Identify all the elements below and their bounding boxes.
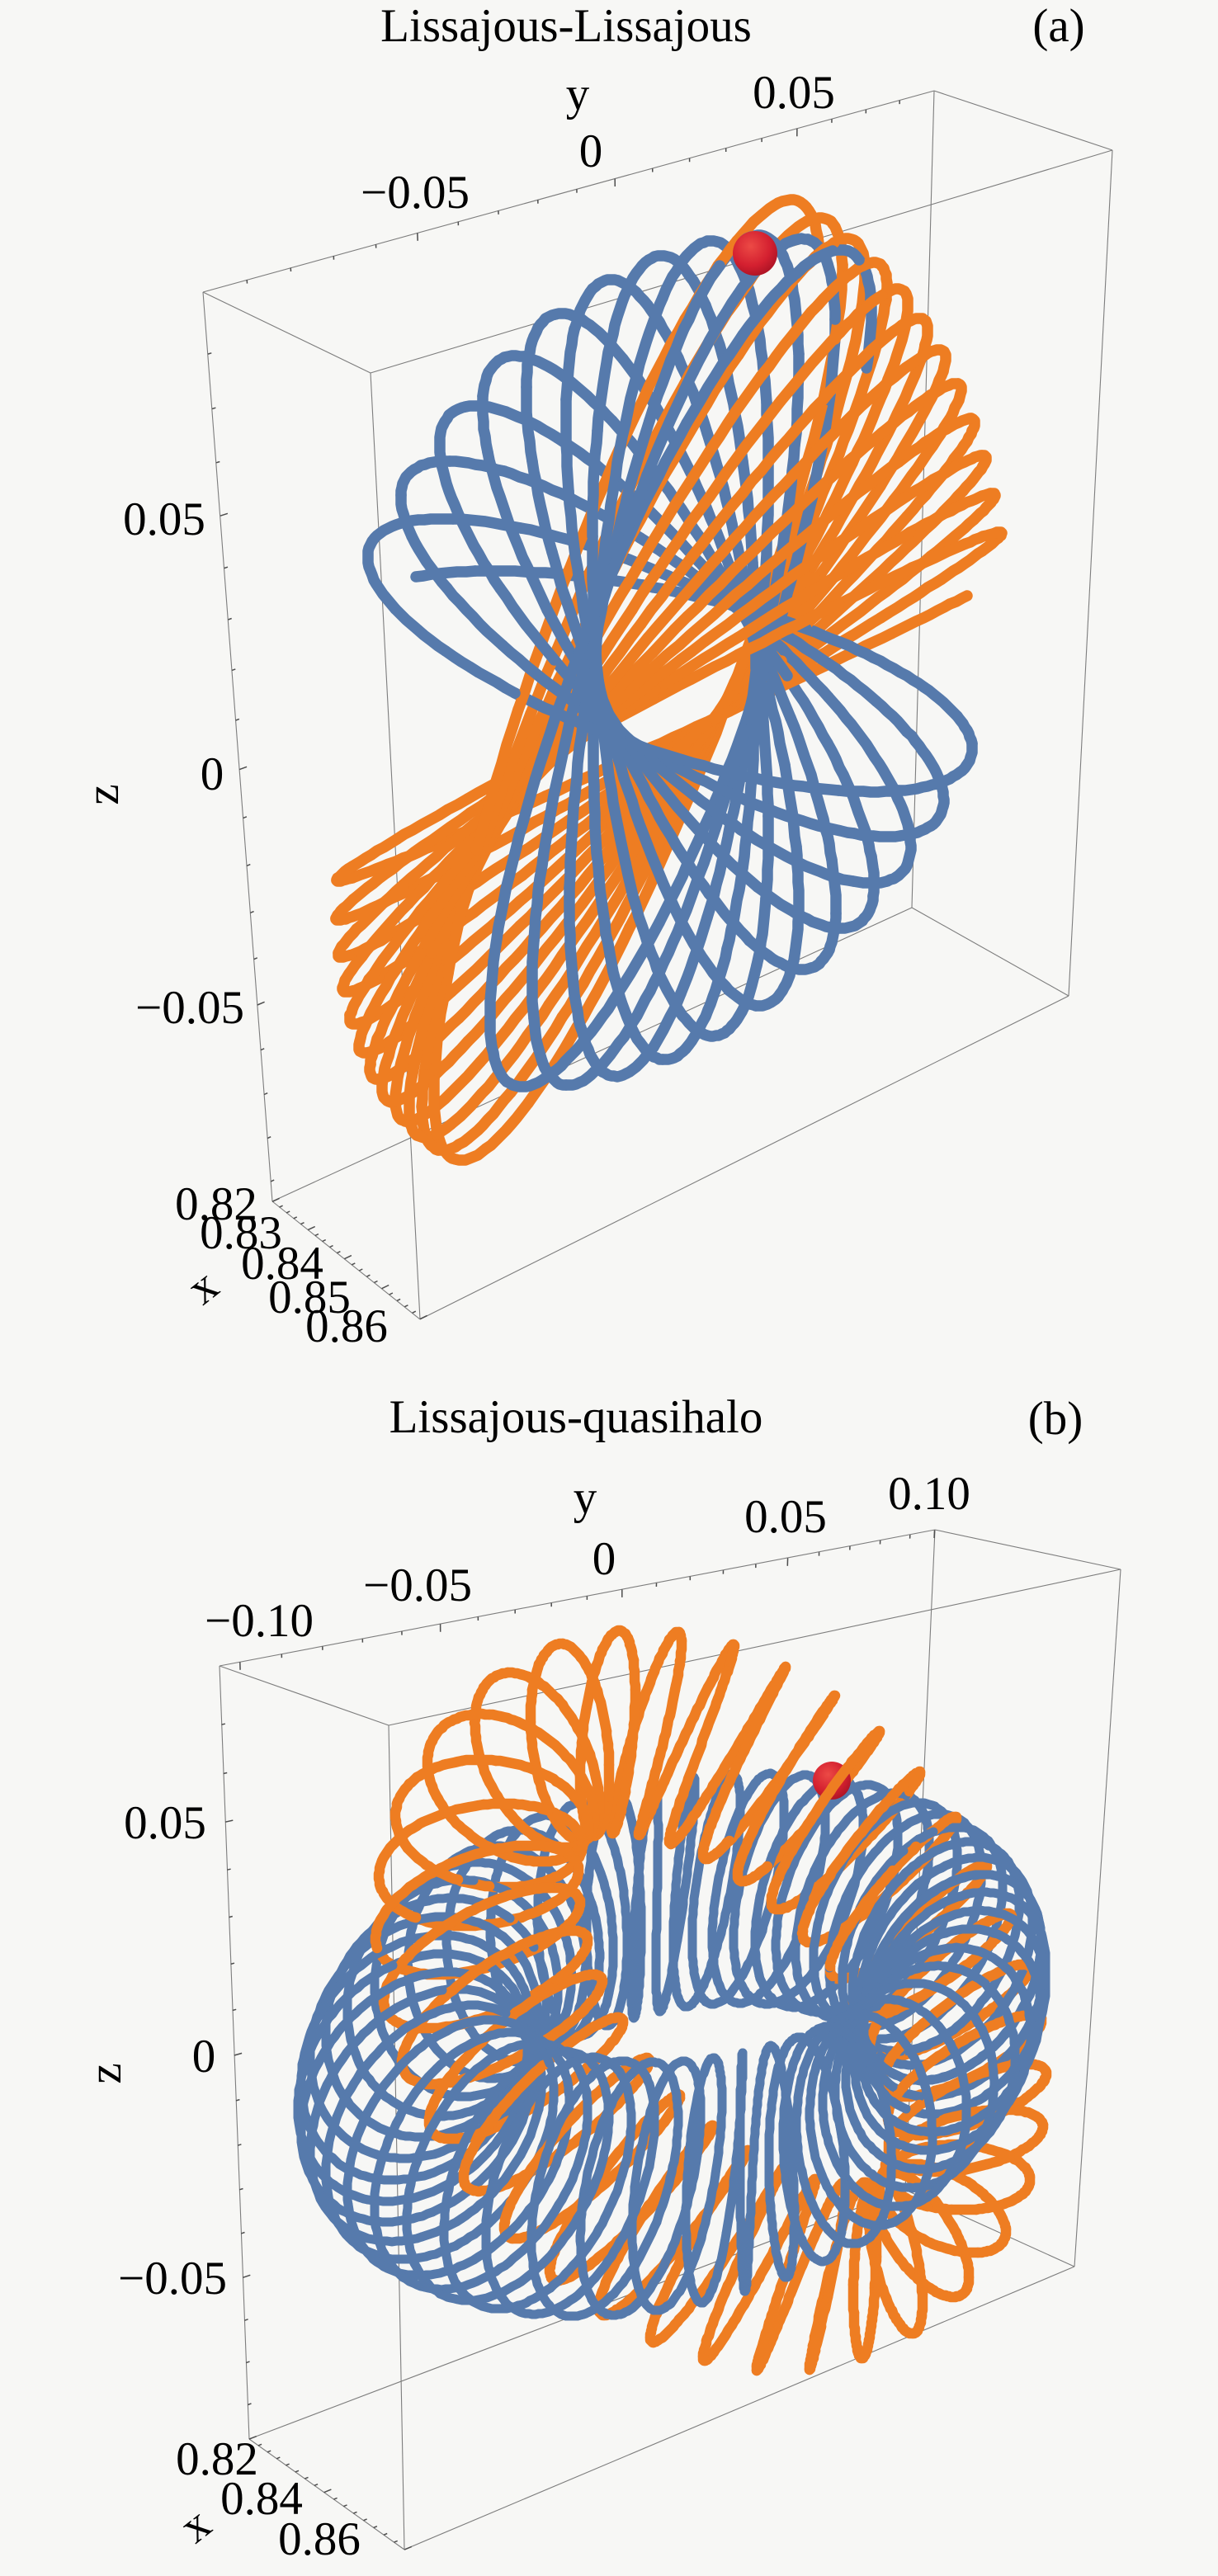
svg-text:0.86: 0.86 xyxy=(278,2513,361,2565)
svg-text:y: y xyxy=(566,68,590,120)
svg-text:−0.10: −0.10 xyxy=(205,1595,314,1647)
svg-text:y: y xyxy=(574,1472,597,1524)
svg-text:−0.05: −0.05 xyxy=(363,1559,472,1611)
svg-text:0.86: 0.86 xyxy=(305,1300,388,1352)
svg-text:−0.05: −0.05 xyxy=(135,982,244,1034)
svg-text:z: z xyxy=(79,2063,131,2083)
svg-text:x: x xyxy=(170,2498,220,2553)
svg-text:z: z xyxy=(77,784,129,804)
svg-text:0.05: 0.05 xyxy=(123,493,205,545)
svg-text:(a): (a) xyxy=(1032,0,1084,52)
svg-text:0.05: 0.05 xyxy=(744,1491,827,1543)
svg-text:0: 0 xyxy=(192,2031,216,2083)
svg-text:0.05: 0.05 xyxy=(124,1797,206,1849)
svg-text:0.05: 0.05 xyxy=(753,67,835,119)
svg-text:x: x xyxy=(177,1259,228,1314)
svg-text:0: 0 xyxy=(201,748,224,800)
svg-text:−0.05: −0.05 xyxy=(118,2253,227,2305)
svg-text:−0.05: −0.05 xyxy=(361,167,470,219)
svg-text:0: 0 xyxy=(579,125,603,177)
svg-text:0.10: 0.10 xyxy=(888,1468,970,1520)
svg-text:Lissajous-Lissajous: Lissajous-Lissajous xyxy=(380,0,752,52)
svg-text:Lissajous-quasihalo: Lissajous-quasihalo xyxy=(389,1391,763,1443)
svg-text:0: 0 xyxy=(592,1533,616,1585)
svg-text:(b): (b) xyxy=(1028,1393,1083,1445)
